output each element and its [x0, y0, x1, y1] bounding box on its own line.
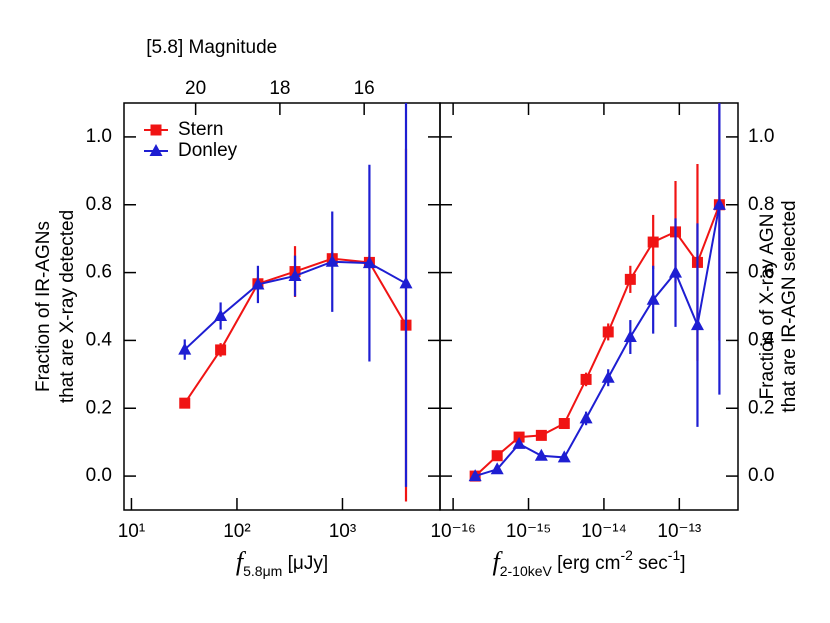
x-tick-label: 10⁻¹⁴ — [581, 521, 627, 542]
y-tick-label: 0.0 — [86, 465, 112, 486]
y-axis-label: Fraction of X-ray AGN — [757, 214, 778, 400]
marker — [647, 236, 659, 248]
marker — [646, 292, 660, 305]
marker — [179, 397, 191, 409]
series-line — [474, 204, 721, 478]
marker — [362, 256, 376, 269]
x-axis-label: f5.8μm [μJy] — [236, 547, 328, 579]
y-tick-label: 0.6 — [748, 262, 774, 283]
series — [468, 103, 726, 482]
marker — [558, 418, 570, 430]
y-axis-label: that are X-ray detected — [57, 210, 78, 403]
marker — [602, 326, 614, 338]
y-tick-label: 0.2 — [86, 397, 112, 418]
x-tick-label: 10³ — [329, 521, 356, 542]
marker — [288, 268, 302, 281]
legend-label: Stern — [178, 119, 223, 140]
marker — [150, 124, 162, 136]
marker — [325, 254, 339, 267]
marker — [468, 469, 482, 482]
marker — [557, 450, 571, 463]
x-tick-label: 10⁻¹⁶ — [430, 521, 475, 542]
marker — [535, 429, 547, 441]
x-axis-label: f2-10keV [erg cm-2 sec-1] — [492, 547, 685, 579]
marker — [512, 436, 526, 449]
marker — [399, 276, 413, 289]
marker — [251, 277, 265, 290]
axes-frame — [123, 102, 441, 511]
legend-label: Donley — [178, 140, 238, 161]
x2-tick-label: 20 — [185, 78, 206, 99]
marker — [623, 330, 637, 343]
x-axis-label-part: [erg cm — [552, 553, 621, 574]
marker — [214, 308, 228, 321]
x-axis-label-part: 5.8μm — [243, 563, 282, 579]
marker — [580, 373, 592, 385]
y-tick-label: 0.0 — [748, 465, 774, 486]
x-axis-label-part: -2 — [620, 547, 633, 563]
x-axis-label-part: ] — [680, 553, 685, 574]
series — [469, 103, 725, 482]
y-tick-label: 0.2 — [748, 397, 774, 418]
y-axis-label: that are IR-AGN selected — [779, 200, 800, 412]
series — [178, 103, 413, 487]
x-axis-label-part: -1 — [668, 547, 681, 563]
x-tick-label: 10⁻¹⁵ — [506, 521, 551, 542]
y-tick-label: 0.6 — [86, 262, 112, 283]
x-axis-label-part: sec — [633, 553, 668, 574]
axes-frame — [439, 102, 739, 511]
marker — [149, 144, 163, 156]
series-line — [474, 204, 721, 477]
x-tick-label: 10¹ — [118, 521, 145, 542]
x2-tick-label: 16 — [354, 78, 375, 99]
series — [179, 148, 412, 502]
marker — [490, 462, 504, 475]
y-axis-label: Fraction of IR-AGNs — [33, 221, 54, 392]
y-tick-label: 1.0 — [748, 126, 774, 147]
marker — [534, 448, 548, 461]
y-tick-label: 1.0 — [86, 126, 112, 147]
marker — [579, 411, 593, 424]
x-tick-label: 10² — [223, 521, 250, 542]
x-axis-label-part: f — [236, 547, 247, 576]
marker — [178, 342, 192, 355]
x2-tick-label: 18 — [269, 78, 290, 99]
marker — [215, 344, 227, 356]
y-tick-label: 0.8 — [86, 194, 112, 215]
x-axis-label-part: f — [492, 547, 503, 576]
marker — [491, 450, 503, 462]
y-tick-label: 0.4 — [748, 329, 775, 350]
marker — [669, 265, 683, 278]
x2-axis-label: [5.8] Magnitude — [146, 37, 277, 58]
marker — [601, 370, 615, 383]
marker — [690, 318, 704, 331]
x-axis-label-part: 2-10keV — [500, 563, 553, 579]
y-tick-label: 0.4 — [86, 329, 113, 350]
marker — [712, 197, 726, 210]
marker — [624, 273, 636, 285]
x-axis-label-part: [μJy] — [282, 553, 328, 574]
y-tick-label: 0.8 — [748, 194, 774, 215]
x-tick-label: 10⁻¹³ — [657, 521, 701, 542]
